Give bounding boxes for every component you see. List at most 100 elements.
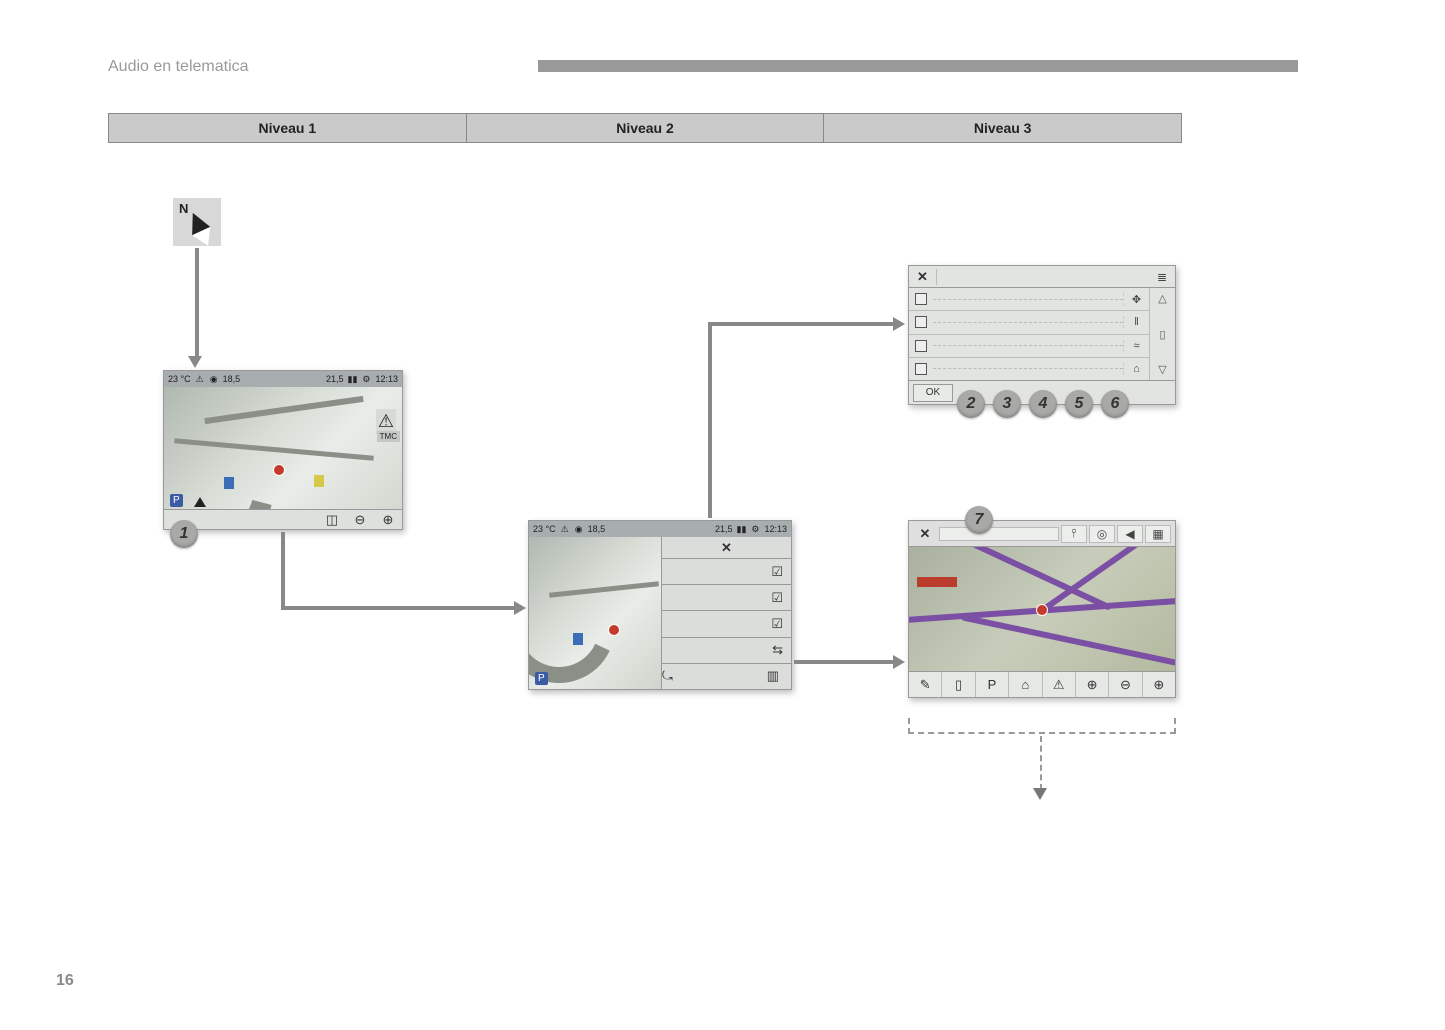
search-slot[interactable] [939, 527, 1059, 541]
menu-item[interactable]: ☑ [662, 559, 791, 585]
arrow-shot2-right-bot [794, 660, 894, 664]
panel-header: ✕ ≣ [909, 266, 1175, 288]
arrow-head-icon [188, 356, 202, 368]
zoom-in-icon[interactable]: ⊕ [1143, 672, 1175, 697]
parking-icon[interactable]: P [976, 672, 1009, 697]
recycle-icon: ⤿ [662, 668, 673, 684]
ok-button[interactable]: OK [913, 384, 953, 402]
gear-icon: ⚙ [750, 524, 760, 534]
direction-arrow-icon [194, 497, 206, 507]
add-icon[interactable]: ⊕ [1076, 672, 1109, 697]
list-item[interactable]: ‖ [909, 311, 1149, 334]
compass-n-label: N [179, 201, 188, 216]
status-temp: 23 °C [533, 524, 556, 534]
close-button[interactable]: ✕ [913, 526, 937, 542]
toolbar-icon[interactable]: ⫯ [1061, 525, 1087, 543]
level-table: Niveau 1 Niveau 2 Niveau 3 [108, 113, 1182, 143]
panel4-toolbar-bottom: ✎ ▯ P ⌂ ⚠ ⊕ ⊖ ⊕ [909, 671, 1175, 697]
target-icon: ◉ [574, 524, 584, 534]
row-icon: ✥ [1123, 293, 1149, 306]
nav-map: ⚠ TMC P ◫ ⊖ ⊕ [164, 387, 402, 529]
target-icon: ◉ [209, 374, 219, 384]
close-button[interactable]: ✕ [909, 269, 937, 285]
home-icon[interactable]: ⌂ [1009, 672, 1042, 697]
close-button[interactable]: ✕ [662, 537, 791, 559]
dashed-connector-v [1040, 736, 1042, 790]
level-cell-1: Niveau 1 [109, 114, 467, 142]
dashed-connector [908, 718, 1176, 734]
list-icon: ≣ [1149, 270, 1175, 284]
overview-map [909, 547, 1175, 671]
menu-item[interactable]: ⤿ ▥ [662, 664, 791, 689]
screenshot-level2: 23 °C ⚠ ◉ 18,5 21,5 ▮▮ ⚙ 12:13 P ✕ [528, 520, 792, 690]
arrow-shot2-right-top [708, 322, 894, 326]
arrow-shot1-right [281, 606, 515, 610]
toolbar-icon[interactable]: ◎ [1089, 525, 1115, 543]
menu-item[interactable]: ⇆ [662, 638, 791, 664]
flag-icon [224, 477, 234, 489]
parking-sign-icon: P [535, 672, 548, 685]
arrow-head-icon [893, 317, 905, 331]
edit-icon[interactable]: ✎ [909, 672, 942, 697]
gear-icon: ⚙ [361, 374, 371, 384]
row-icon: ≈ [1123, 340, 1149, 352]
scrollbar[interactable]: △ ▯ ▽ [1149, 288, 1175, 380]
list-item[interactable]: ≈ [909, 335, 1149, 358]
panel3-rows: ✥ ‖ ≈ ⌂ [909, 288, 1149, 380]
zoom-in-icon[interactable]: ⊕ [374, 510, 402, 529]
flag-icon [573, 633, 583, 645]
status-val1: 18,5 [223, 374, 241, 384]
status-val2: 21,5 [715, 524, 733, 534]
zoom-out-icon[interactable]: ⊖ [346, 510, 374, 529]
map-pin-icon [1037, 605, 1047, 615]
toolbar-icon[interactable]: ▦ [1145, 525, 1171, 543]
callout-1: 1 [170, 520, 198, 548]
map-pin-icon [274, 465, 284, 475]
status-time: 12:13 [764, 524, 787, 534]
compass-icon: N [173, 198, 221, 246]
screenshot-level1: 23 °C ⚠ ◉ 18,5 21,5 ▮▮ ⚙ 12:13 ⚠ TMC P ◫… [163, 370, 403, 530]
nav-map: P [529, 537, 661, 689]
status-temp: 23 °C [168, 374, 191, 384]
list-item[interactable]: ⌂ [909, 358, 1149, 380]
nav-status-bar: 23 °C ⚠ ◉ 18,5 21,5 ▮▮ ⚙ 12:13 [164, 371, 402, 387]
arrow-head-icon [514, 601, 526, 615]
scroll-up-icon: △ [1158, 292, 1166, 305]
level-cell-3: Niveau 3 [824, 114, 1181, 142]
zoom-out-icon[interactable]: ⊖ [1109, 672, 1142, 697]
arrow-shot1-down [281, 532, 285, 608]
callout-2: 2 [957, 390, 985, 418]
signal-icon: ▮▮ [347, 374, 357, 384]
arrow-head-icon [1033, 788, 1047, 800]
screenshot-level3-map: ✕ ⫯ ◎ ◀ ▦ ✎ ▯ P ⌂ ⚠ ⊕ ⊖ ⊕ [908, 520, 1176, 698]
warning-icon: ⚠ [560, 524, 570, 534]
sound-icon[interactable]: ◫ [318, 510, 346, 529]
warning-icon[interactable]: ⚠ [1043, 672, 1076, 697]
level-cell-2: Niveau 2 [467, 114, 825, 142]
grid-icon: ▥ [767, 668, 779, 684]
signal-icon: ▮▮ [736, 524, 746, 534]
arrow-shot2-up [708, 322, 712, 518]
row-icon: ⌂ [1123, 363, 1149, 375]
arrow-head-icon [893, 655, 905, 669]
menu-item[interactable]: ☑ [662, 611, 791, 637]
callout-7: 7 [965, 506, 993, 534]
menu-item[interactable]: ☑ [662, 585, 791, 611]
traffic-marker-icon [917, 577, 957, 587]
nav-status-bar: 23 °C ⚠ ◉ 18,5 21,5 ▮▮ ⚙ 12:13 [529, 521, 791, 537]
shot2-side-menu: ✕ ☑ ☑ ☑ ⇆ ⤿ ▥ [661, 537, 791, 689]
callout-4: 4 [1029, 390, 1057, 418]
callout-6: 6 [1101, 390, 1129, 418]
toolbar-icon[interactable]: ◀ [1117, 525, 1143, 543]
page-header: Audio en telematica [108, 58, 249, 76]
scroll-thumb-icon: ▯ [1159, 328, 1165, 341]
callout-5: 5 [1065, 390, 1093, 418]
list-item[interactable]: ✥ [909, 288, 1149, 311]
doc-icon[interactable]: ▯ [942, 672, 975, 697]
callout-3: 3 [993, 390, 1021, 418]
map-pin-icon [609, 625, 619, 635]
panel4-toolbar-top: ✕ ⫯ ◎ ◀ ▦ [909, 521, 1175, 547]
parking-sign-icon: P [170, 494, 183, 507]
flow-diagram: N 23 °C ⚠ ◉ 18,5 21,5 ▮▮ ⚙ 12:13 ⚠ TMC P [108, 180, 1182, 900]
warning-icon: ⚠ [195, 374, 205, 384]
